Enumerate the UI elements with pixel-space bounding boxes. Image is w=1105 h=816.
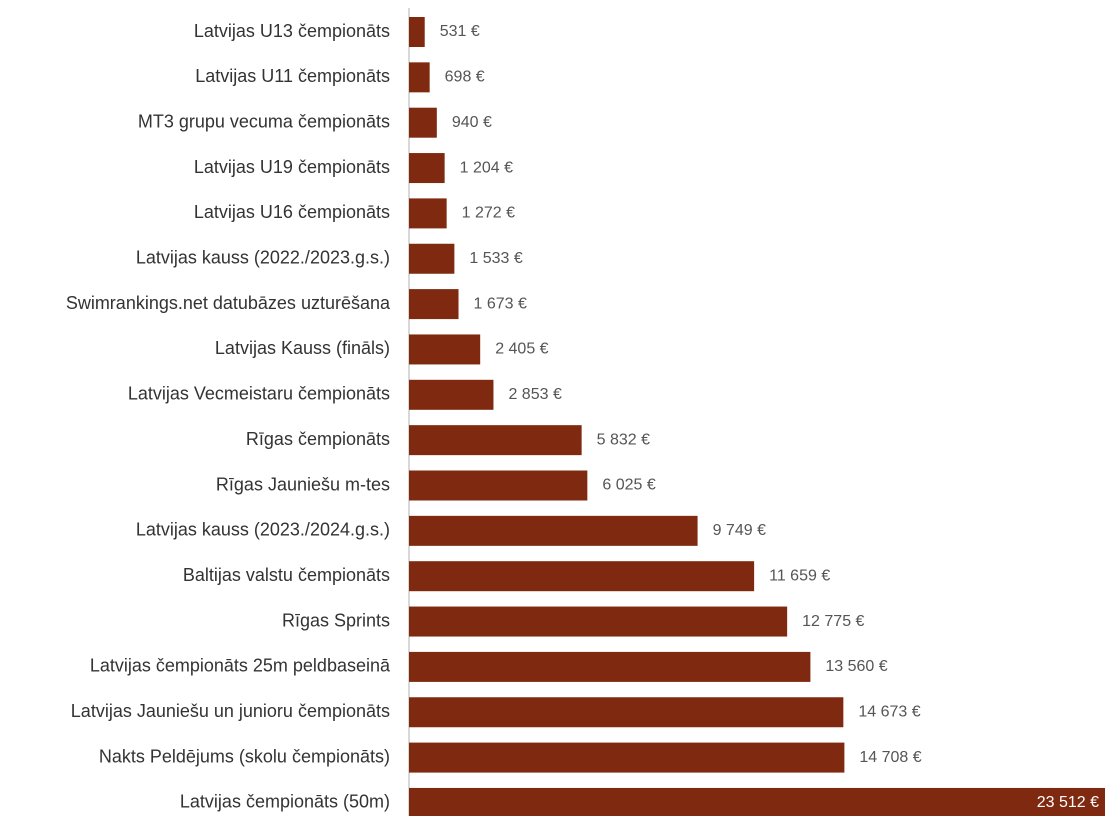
category-label: Swimrankings.net datubāzes uzturēšana	[66, 293, 391, 313]
bar	[409, 561, 755, 592]
value-label: 531 €	[440, 23, 480, 40]
category-label: Latvijas kauss (2022./2023.g.s.)	[136, 248, 390, 268]
category-label: Latvijas Jauniešu un junioru čempionāts	[71, 701, 390, 721]
category-label: Latvijas Kauss (fināls)	[215, 338, 390, 358]
category-label: Rīgas čempionāts	[246, 429, 390, 449]
value-label: 11 659 €	[769, 567, 830, 584]
bar	[409, 379, 494, 410]
bar	[409, 198, 447, 229]
category-label: Latvijas čempionāts (50m)	[180, 792, 390, 812]
value-label: 698 €	[445, 69, 485, 86]
category-label: Latvijas U11 čempionāts	[195, 66, 390, 86]
bar	[409, 153, 445, 184]
category-label: Latvijas U16 čempionāts	[194, 202, 390, 222]
category-label: Latvijas U19 čempionāts	[194, 157, 390, 177]
bar	[409, 243, 455, 274]
category-label: Rīgas Jauniešu m-tes	[216, 474, 390, 494]
category-label: Latvijas čempionāts 25m peldbaseinā	[90, 656, 391, 676]
value-label: 6 025 €	[602, 477, 655, 494]
bar	[409, 62, 430, 93]
bar	[409, 470, 588, 501]
value-label: 1 673 €	[474, 295, 527, 312]
value-label: 14 673 €	[858, 703, 920, 720]
category-label: Latvijas Vecmeistaru čempionāts	[128, 384, 390, 404]
value-label: 2 853 €	[508, 386, 561, 403]
value-label: 14 708 €	[859, 749, 921, 766]
bar	[409, 425, 582, 456]
value-label: 1 272 €	[462, 205, 515, 222]
bar	[409, 289, 459, 320]
bar	[409, 334, 481, 365]
category-label: Latvijas U13 čempionāts	[194, 21, 390, 41]
bar	[409, 107, 437, 138]
bar	[409, 787, 1105, 816]
category-label: Baltijas valstu čempionāts	[183, 565, 390, 585]
value-label: 2 405 €	[495, 341, 548, 358]
bar	[409, 515, 698, 546]
value-label: 1 533 €	[469, 250, 522, 267]
category-label: Rīgas Sprints	[282, 610, 390, 630]
value-label: 13 560 €	[825, 658, 887, 675]
category-label: Latvijas kauss (2023./2024.g.s.)	[136, 520, 390, 540]
value-label: 12 775 €	[802, 613, 864, 630]
bar	[409, 742, 845, 773]
bar	[409, 606, 788, 637]
category-label: MT3 grupu vecuma čempionāts	[138, 111, 390, 131]
value-label: 5 832 €	[597, 431, 650, 448]
bar	[409, 651, 811, 682]
category-label: Nakts Peldējums (skolu čempionāts)	[99, 746, 390, 766]
value-label: 940 €	[452, 114, 492, 131]
value-label: 23 512 €	[1037, 794, 1099, 811]
value-label: 1 204 €	[460, 159, 513, 176]
bar	[409, 697, 844, 728]
bar	[409, 17, 425, 47]
value-label: 9 749 €	[713, 522, 766, 539]
